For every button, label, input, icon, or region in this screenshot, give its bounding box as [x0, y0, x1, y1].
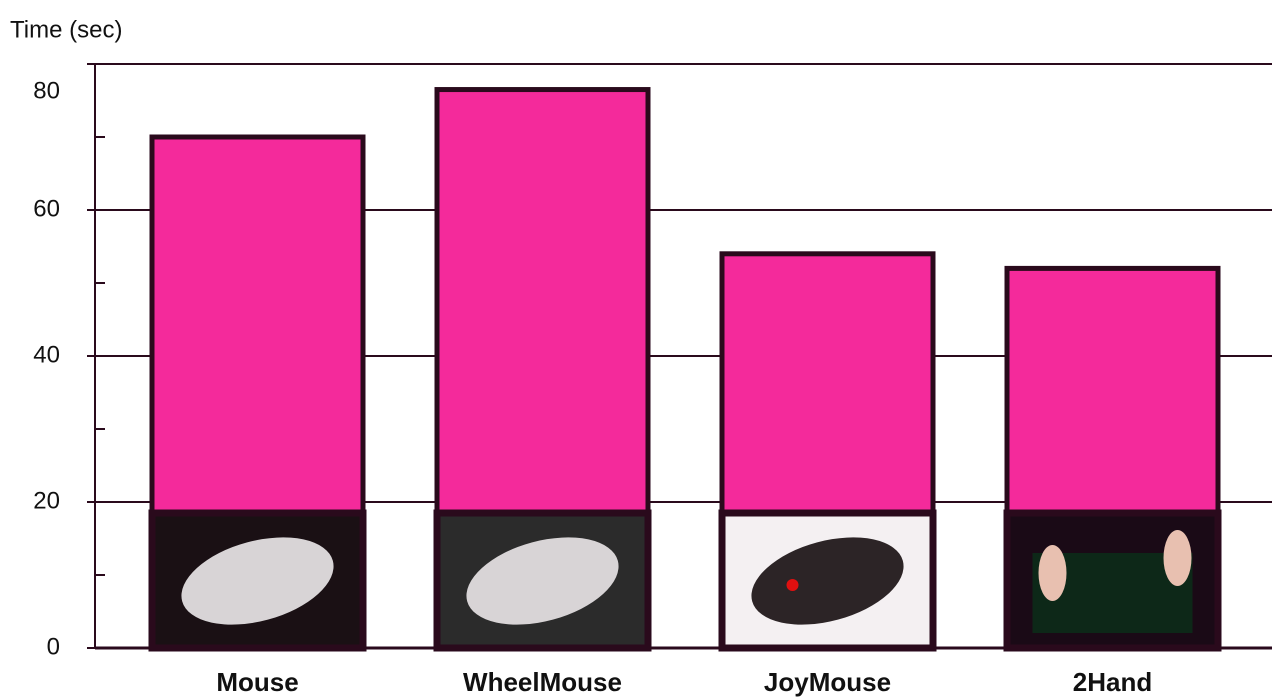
x-tick-label: JoyMouse	[764, 667, 891, 697]
photo-hand	[1163, 530, 1192, 586]
photo-mouse	[466, 537, 619, 625]
x-tick-label: Mouse	[216, 667, 298, 697]
y-axis-title: Time (sec)	[10, 16, 122, 43]
x-tick-label: 2Hand	[1073, 667, 1152, 697]
y-tick-label: 20	[33, 487, 60, 514]
photo-mouse	[181, 537, 334, 625]
y-tick-label: 60	[33, 195, 60, 222]
photo-hand	[1038, 545, 1067, 601]
x-tick-label: WheelMouse	[463, 667, 622, 697]
y-tick-label: 80	[33, 77, 60, 104]
y-tick-label: 0	[47, 633, 60, 660]
photo-button	[786, 579, 799, 591]
y-tick-label: 40	[33, 341, 60, 368]
photo-mouse	[751, 537, 904, 625]
